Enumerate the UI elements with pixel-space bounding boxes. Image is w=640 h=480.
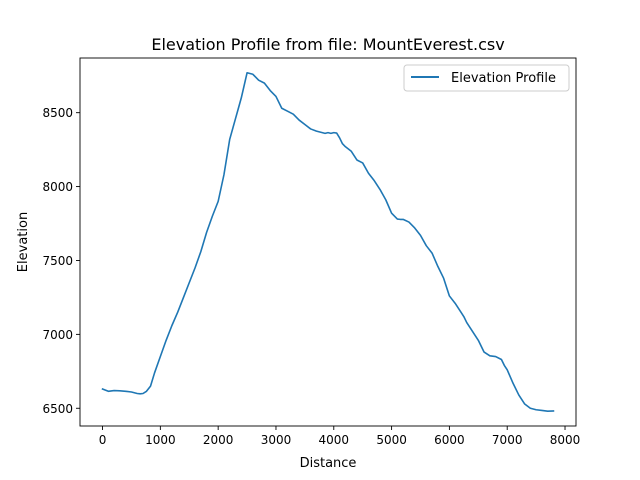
series-line-elevation-profile xyxy=(101,71,555,413)
legend-label-elevation-profile: Elevation Profile xyxy=(451,71,556,86)
plot-area-frame xyxy=(79,57,577,427)
x-axis-label: Distance xyxy=(300,456,357,471)
x-tick-label: 5000 xyxy=(376,433,407,447)
legend: Elevation Profile xyxy=(403,64,570,92)
x-tick-label: 0 xyxy=(99,433,107,447)
x-tick-label: 1000 xyxy=(145,433,176,447)
x-tick-label: 7000 xyxy=(492,433,523,447)
x-tick-label: 8000 xyxy=(550,433,581,447)
x-tick-label: 2000 xyxy=(203,433,234,447)
x-tick-label: 4000 xyxy=(319,433,350,447)
x-tick-label: 3000 xyxy=(261,433,292,447)
legend-box xyxy=(403,64,570,92)
y-tick-label: 6500 xyxy=(42,402,73,416)
y-tick-label: 7000 xyxy=(42,328,73,342)
y-tick-label: 8500 xyxy=(42,106,73,120)
y-axis-label: Elevation xyxy=(16,212,31,272)
y-tick-label: 7500 xyxy=(42,254,73,268)
chart-title: Elevation Profile from file: MountEveres… xyxy=(151,35,504,54)
y-axis-ticks: 6500 7000 7500 8000 8500 xyxy=(42,106,80,416)
x-axis-ticks: 0 1000 2000 3000 4000 5000 6000 7000 8000 xyxy=(99,426,581,447)
y-tick-label: 8000 xyxy=(42,180,73,194)
x-tick-label: 6000 xyxy=(434,433,465,447)
